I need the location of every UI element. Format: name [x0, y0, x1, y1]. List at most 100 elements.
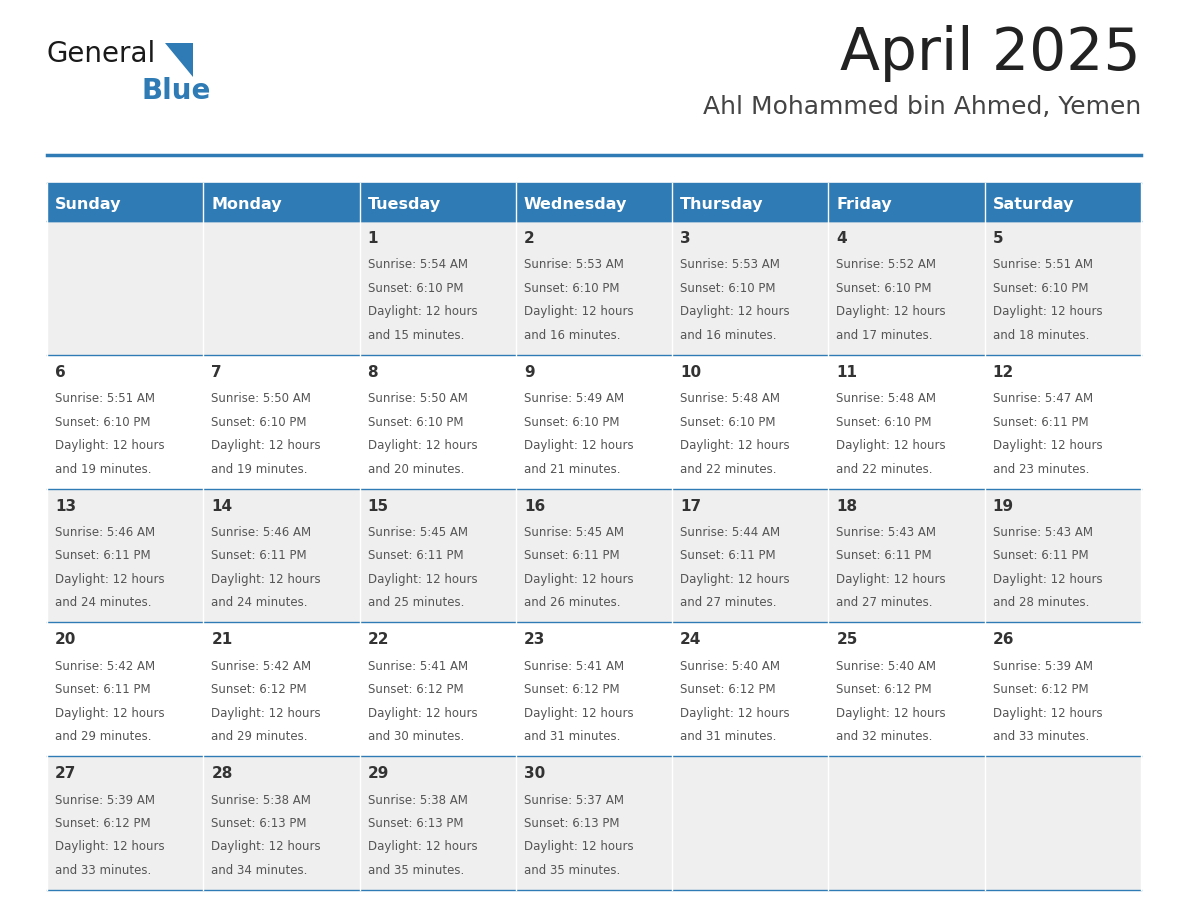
Text: Daylight: 12 hours: Daylight: 12 hours [367, 573, 478, 586]
Text: 11: 11 [836, 364, 858, 380]
Text: Daylight: 12 hours: Daylight: 12 hours [524, 573, 633, 586]
Bar [360, 354, 516, 488]
Text: Sunrise: 5:53 AM: Sunrise: 5:53 AM [524, 259, 624, 272]
Text: and 31 minutes.: and 31 minutes. [524, 730, 620, 743]
Text: Tuesday: Tuesday [367, 196, 441, 211]
Text: and 24 minutes.: and 24 minutes. [55, 597, 152, 610]
Text: Daylight: 12 hours: Daylight: 12 hours [681, 439, 790, 452]
Text: Daylight: 12 hours: Daylight: 12 hours [836, 439, 946, 452]
Text: Monday: Monday [211, 196, 282, 211]
Text: Daylight: 12 hours: Daylight: 12 hours [524, 306, 633, 319]
Bar [516, 488, 672, 622]
Text: Daylight: 12 hours: Daylight: 12 hours [55, 439, 165, 452]
Text: Sunrise: 5:39 AM: Sunrise: 5:39 AM [993, 660, 1093, 673]
Text: 3: 3 [681, 231, 690, 246]
Text: 9: 9 [524, 364, 535, 380]
Text: Sunset: 6:10 PM: Sunset: 6:10 PM [993, 282, 1088, 295]
Text: Sunrise: 5:50 AM: Sunrise: 5:50 AM [211, 392, 311, 405]
Text: and 29 minutes.: and 29 minutes. [211, 730, 308, 743]
Text: Sunrise: 5:53 AM: Sunrise: 5:53 AM [681, 259, 781, 272]
Text: and 27 minutes.: and 27 minutes. [836, 597, 933, 610]
Bar [672, 622, 828, 756]
Text: Daylight: 12 hours: Daylight: 12 hours [55, 841, 165, 854]
Bar [516, 354, 672, 488]
Text: Daylight: 12 hours: Daylight: 12 hours [211, 707, 321, 720]
Text: and 31 minutes.: and 31 minutes. [681, 730, 777, 743]
Text: and 21 minutes.: and 21 minutes. [524, 463, 620, 476]
Bar [360, 183, 516, 221]
Text: Blue: Blue [143, 77, 211, 105]
Text: General: General [48, 40, 157, 68]
Bar [985, 183, 1140, 221]
Text: Sunset: 6:12 PM: Sunset: 6:12 PM [524, 683, 619, 696]
Polygon shape [165, 43, 192, 77]
Text: Sunset: 6:10 PM: Sunset: 6:10 PM [524, 416, 619, 429]
Text: Sunset: 6:10 PM: Sunset: 6:10 PM [836, 416, 931, 429]
Text: 14: 14 [211, 498, 233, 513]
Text: and 33 minutes.: and 33 minutes. [993, 730, 1089, 743]
Bar [360, 488, 516, 622]
Text: 30: 30 [524, 767, 545, 781]
Text: Daylight: 12 hours: Daylight: 12 hours [836, 573, 946, 586]
Text: Sunset: 6:10 PM: Sunset: 6:10 PM [836, 282, 931, 295]
Text: Sunrise: 5:52 AM: Sunrise: 5:52 AM [836, 259, 936, 272]
Text: 5: 5 [993, 231, 1004, 246]
Bar [828, 221, 985, 354]
Text: 17: 17 [681, 498, 701, 513]
Text: Daylight: 12 hours: Daylight: 12 hours [524, 841, 633, 854]
Bar [828, 622, 985, 756]
Text: Sunrise: 5:37 AM: Sunrise: 5:37 AM [524, 794, 624, 807]
Text: and 24 minutes.: and 24 minutes. [211, 597, 308, 610]
Text: Sunset: 6:11 PM: Sunset: 6:11 PM [836, 550, 933, 563]
Text: 19: 19 [993, 498, 1013, 513]
Text: Sunrise: 5:41 AM: Sunrise: 5:41 AM [524, 660, 624, 673]
Text: and 17 minutes.: and 17 minutes. [836, 329, 933, 341]
Bar [672, 756, 828, 890]
Text: and 35 minutes.: and 35 minutes. [367, 864, 463, 877]
Bar [985, 622, 1140, 756]
Text: Daylight: 12 hours: Daylight: 12 hours [681, 306, 790, 319]
Text: Sunset: 6:10 PM: Sunset: 6:10 PM [367, 416, 463, 429]
Text: Sunrise: 5:43 AM: Sunrise: 5:43 AM [836, 526, 936, 539]
Text: Sunrise: 5:43 AM: Sunrise: 5:43 AM [993, 526, 1093, 539]
Text: 15: 15 [367, 498, 388, 513]
Text: and 34 minutes.: and 34 minutes. [211, 864, 308, 877]
Text: 24: 24 [681, 633, 702, 647]
Text: Sunset: 6:11 PM: Sunset: 6:11 PM [55, 683, 151, 696]
Bar [516, 183, 672, 221]
Text: Sunrise: 5:40 AM: Sunrise: 5:40 AM [681, 660, 781, 673]
Text: Sunset: 6:10 PM: Sunset: 6:10 PM [681, 416, 776, 429]
Text: 27: 27 [55, 767, 76, 781]
Text: 28: 28 [211, 767, 233, 781]
Text: Sunrise: 5:46 AM: Sunrise: 5:46 AM [211, 526, 311, 539]
Bar [203, 183, 360, 221]
Text: Sunrise: 5:38 AM: Sunrise: 5:38 AM [367, 794, 467, 807]
Bar [360, 221, 516, 354]
Text: and 20 minutes.: and 20 minutes. [367, 463, 465, 476]
Bar [985, 354, 1140, 488]
Text: 20: 20 [55, 633, 76, 647]
Text: Daylight: 12 hours: Daylight: 12 hours [211, 439, 321, 452]
Text: Sunset: 6:13 PM: Sunset: 6:13 PM [211, 817, 307, 830]
Text: Sunset: 6:10 PM: Sunset: 6:10 PM [681, 282, 776, 295]
Text: Daylight: 12 hours: Daylight: 12 hours [681, 707, 790, 720]
Bar [48, 221, 203, 354]
Text: Sunset: 6:12 PM: Sunset: 6:12 PM [681, 683, 776, 696]
Text: Daylight: 12 hours: Daylight: 12 hours [836, 306, 946, 319]
Text: and 23 minutes.: and 23 minutes. [993, 463, 1089, 476]
Text: Sunrise: 5:44 AM: Sunrise: 5:44 AM [681, 526, 781, 539]
Text: Sunset: 6:11 PM: Sunset: 6:11 PM [367, 550, 463, 563]
Text: Sunset: 6:10 PM: Sunset: 6:10 PM [55, 416, 151, 429]
Bar [516, 221, 672, 354]
Text: Sunset: 6:10 PM: Sunset: 6:10 PM [367, 282, 463, 295]
Text: Daylight: 12 hours: Daylight: 12 hours [211, 573, 321, 586]
Text: and 27 minutes.: and 27 minutes. [681, 597, 777, 610]
Bar [828, 354, 985, 488]
Text: 22: 22 [367, 633, 390, 647]
Text: 10: 10 [681, 364, 701, 380]
Bar [828, 183, 985, 221]
Text: 12: 12 [993, 364, 1015, 380]
Bar [672, 183, 828, 221]
Text: Sunrise: 5:51 AM: Sunrise: 5:51 AM [993, 259, 1093, 272]
Text: and 18 minutes.: and 18 minutes. [993, 329, 1089, 341]
